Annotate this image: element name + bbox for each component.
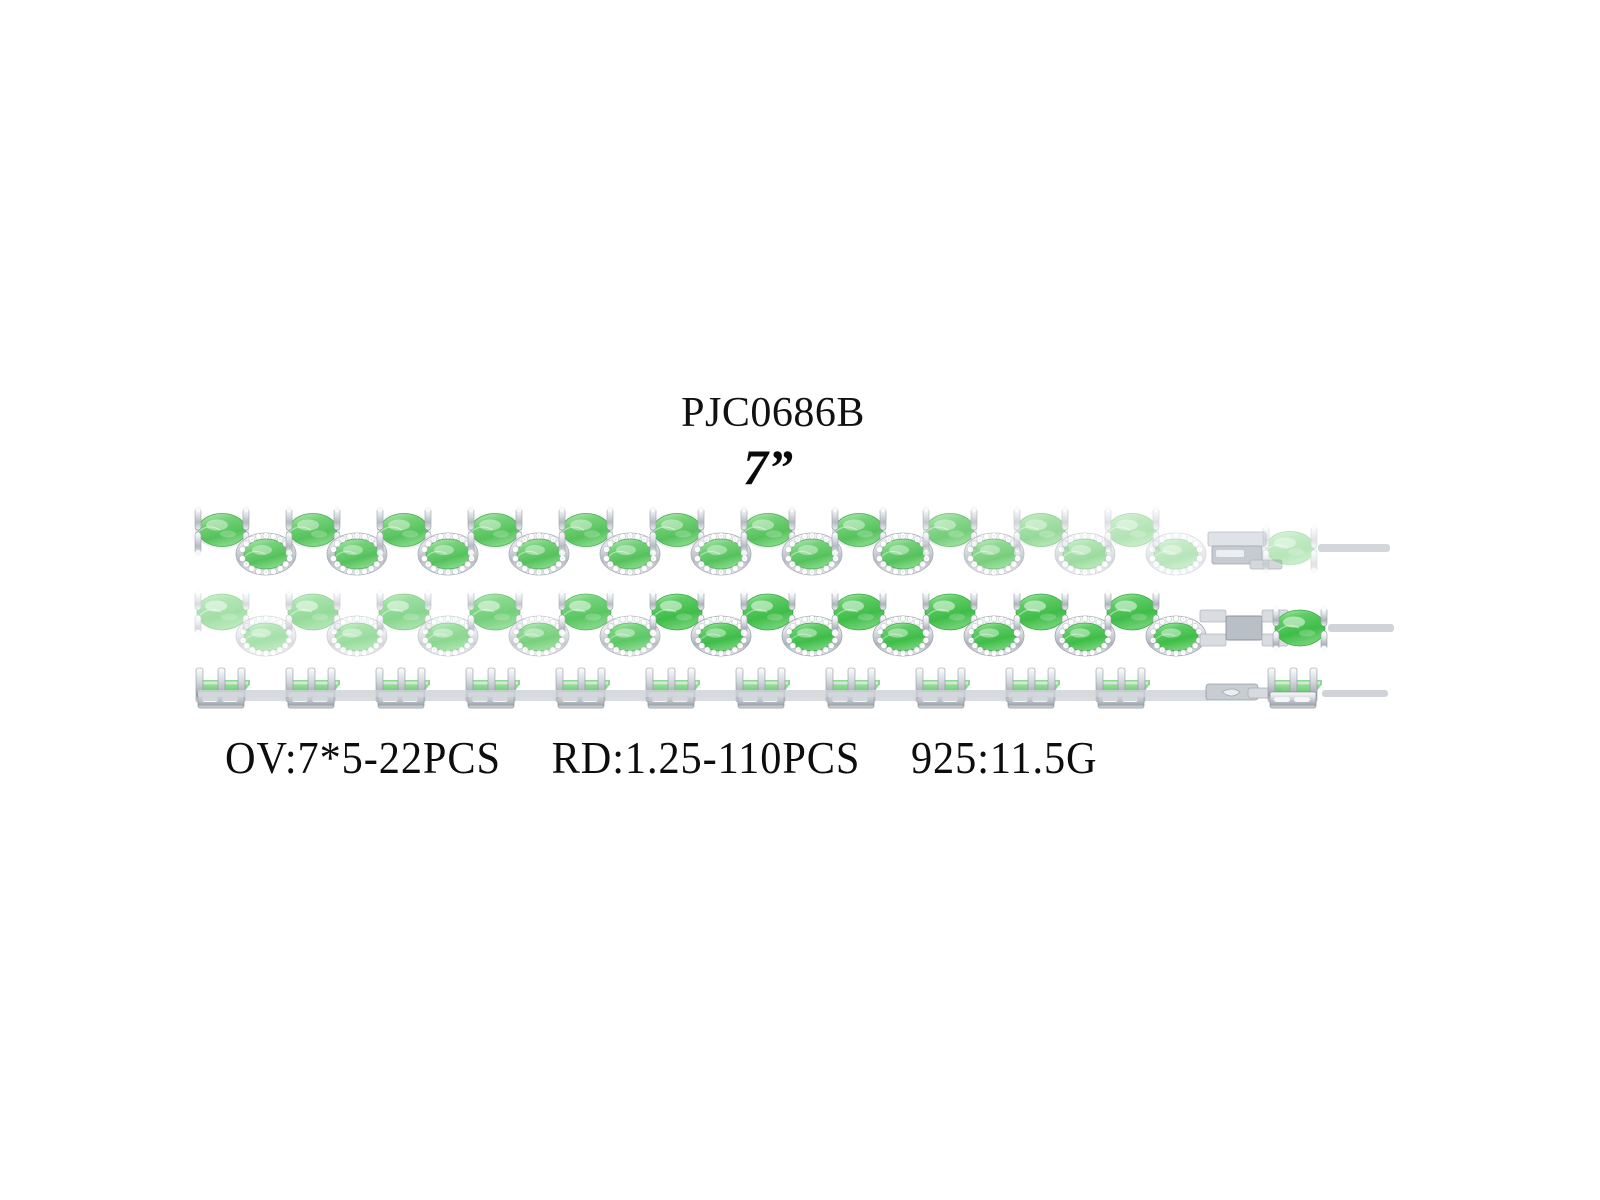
bracelet-link-group (194, 505, 1207, 576)
bracelet-top-view (0, 498, 1600, 590)
spec-round: RD:1.25-110PCS (551, 732, 861, 783)
clasp-top-view (1207, 523, 1390, 575)
bracelet-angled-view-graphic (194, 588, 1394, 657)
clasp-side-profile (1205, 667, 1388, 709)
bracelet-top-view-graphic (194, 505, 1390, 576)
page-title: PJC0686B (681, 390, 865, 436)
size-label: 7” (743, 439, 793, 495)
clasp-angled-view (1199, 604, 1394, 653)
bracelet-side-unit-group (195, 667, 1208, 709)
bracelet-side-profile-graphic (195, 667, 1388, 709)
spec-metal-weight: 925:11.5G (910, 732, 1098, 783)
spec-oval: OV:7*5-22PCS (225, 732, 501, 783)
bracelet-angled-view (0, 582, 1600, 670)
spec-caption: OV:7*5-22PCS RD:1.25-110PCS 925:11.5G (225, 735, 1283, 781)
bracelet-side-profile-view (0, 660, 1600, 726)
bracelet-link-group (194, 588, 1207, 657)
